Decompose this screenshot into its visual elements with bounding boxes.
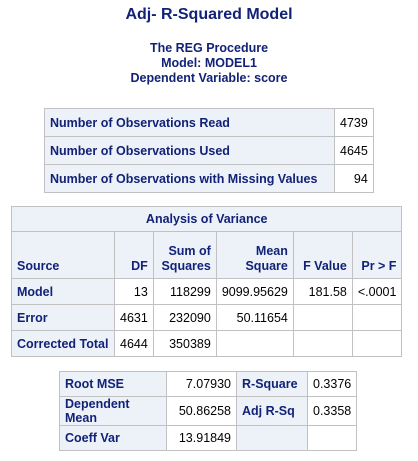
obs-read-label: Number of Observations Read bbox=[45, 109, 334, 136]
cell-f: 181.58 bbox=[293, 279, 352, 304]
cell-ms: 50.11654 bbox=[216, 305, 293, 330]
fit-value: 7.07930 bbox=[167, 372, 236, 396]
cell-ms bbox=[216, 331, 293, 356]
fit-value bbox=[308, 426, 357, 450]
table-row: Root MSE 7.07930 R-Square 0.3376 bbox=[60, 372, 357, 396]
table-row: Number of Observations with Missing Valu… bbox=[45, 165, 373, 192]
obs-read-value: 4739 bbox=[335, 109, 373, 136]
col-df: DF bbox=[115, 232, 153, 278]
col-sum-of-squares: Sum of Squares bbox=[153, 232, 216, 278]
fit-label: Dependent Mean bbox=[60, 397, 166, 425]
col-mean-square: Mean Square bbox=[216, 232, 293, 278]
cell-ms: 9099.95629 bbox=[216, 279, 293, 304]
obs-used-label: Number of Observations Used bbox=[45, 137, 334, 164]
table-row: Error 4631 232090 50.11654 bbox=[12, 305, 402, 330]
subtitle-block: The REG Procedure Model: MODEL1 Dependen… bbox=[0, 41, 418, 86]
row-source: Corrected Total bbox=[12, 331, 114, 356]
model-name: Model: MODEL1 bbox=[161, 56, 257, 70]
obs-used-value: 4645 bbox=[335, 137, 373, 164]
cell-df: 4644 bbox=[115, 331, 153, 356]
fit-statistics-table: Root MSE 7.07930 R-Square 0.3376 Depende… bbox=[59, 371, 358, 451]
fit-value: 0.3376 bbox=[308, 372, 357, 396]
dependent-variable: Dependent Variable: score bbox=[130, 71, 288, 85]
cell-p bbox=[352, 331, 402, 356]
table-row: Corrected Total 4644 350389 bbox=[12, 331, 402, 356]
obs-missing-value: 94 bbox=[335, 165, 373, 192]
fit-label: Coeff Var bbox=[60, 426, 166, 450]
cell-ss: 118299 bbox=[153, 279, 216, 304]
cell-df: 4631 bbox=[115, 305, 153, 330]
anova-caption: Analysis of Variance bbox=[12, 207, 402, 231]
table-row: Model 13 118299 9099.95629 181.58 <.0001 bbox=[12, 279, 402, 304]
col-p-value: Pr > F bbox=[352, 232, 402, 278]
fit-value: 50.86258 bbox=[167, 397, 236, 425]
row-source: Model bbox=[12, 279, 114, 304]
cell-p bbox=[352, 305, 402, 330]
cell-ss: 350389 bbox=[153, 331, 216, 356]
fit-value: 13.91849 bbox=[167, 426, 236, 450]
fit-label: Root MSE bbox=[60, 372, 166, 396]
table-row: Number of Observations Used 4645 bbox=[45, 137, 373, 164]
cell-ss: 232090 bbox=[153, 305, 216, 330]
row-source: Error bbox=[12, 305, 114, 330]
cell-f bbox=[293, 331, 352, 356]
cell-df: 13 bbox=[115, 279, 153, 304]
anova-table: Analysis of Variance Source DF Sum of Squ… bbox=[11, 206, 403, 357]
table-caption-row: Analysis of Variance bbox=[12, 207, 402, 231]
table-row: Coeff Var 13.91849 bbox=[60, 426, 357, 450]
procedure-name: The REG Procedure bbox=[149, 41, 269, 55]
table-row: Number of Observations Read 4739 bbox=[45, 109, 373, 136]
cell-f bbox=[293, 305, 352, 330]
observations-table: Number of Observations Read 4739 Number … bbox=[44, 108, 374, 193]
fit-label bbox=[237, 426, 307, 450]
page-title: Adj- R-Squared Model bbox=[125, 6, 293, 23]
table-header-row: Source DF Sum of Squares Mean Square F Val… bbox=[12, 232, 402, 278]
fit-label: R-Square bbox=[237, 372, 307, 396]
col-source: Source bbox=[12, 232, 114, 278]
fit-value: 0.3358 bbox=[308, 397, 357, 425]
cell-p: <.0001 bbox=[352, 279, 402, 304]
fit-label: Adj R-Sq bbox=[237, 397, 307, 425]
table-row: Dependent Mean 50.86258 Adj R-Sq 0.3358 bbox=[60, 397, 357, 425]
col-f-value: F Value bbox=[293, 232, 352, 278]
obs-missing-label: Number of Observations with Missing Valu… bbox=[45, 165, 334, 192]
